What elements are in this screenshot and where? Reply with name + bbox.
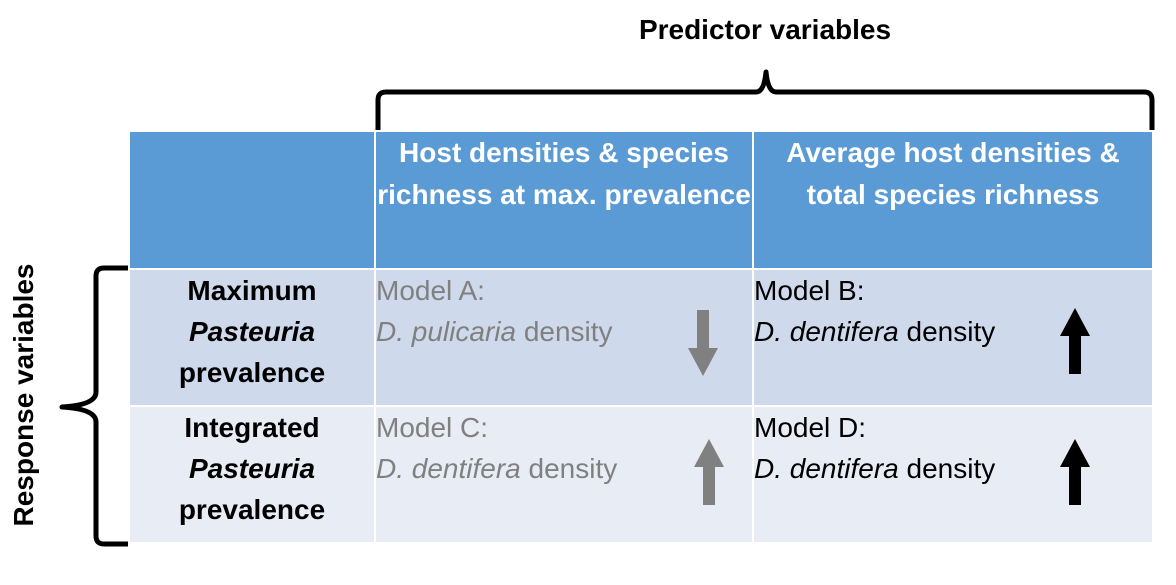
model-label: Model D: [754, 412, 867, 443]
arrow-up-icon [1060, 439, 1090, 505]
model-d-cell: Model D: D. dentifera density [752, 405, 1154, 544]
row-label-line: prevalence [178, 357, 326, 388]
species-name: D. dentifera [376, 453, 521, 484]
row-header-maximum: Maximum Pasteuria prevalence [128, 268, 376, 407]
description-suffix: density [898, 316, 996, 347]
model-description: D. pulicaria density [376, 311, 752, 352]
column-header-average: Average host densities & total species r… [752, 130, 1154, 270]
row-label-line: Pasteuria [188, 453, 316, 484]
predictor-variables-label: Predictor variables [638, 14, 892, 45]
arrow-down-icon [688, 310, 718, 376]
model-description: D. dentifera density [376, 448, 752, 489]
description-suffix: density [516, 316, 613, 347]
row-label-line: Integrated [184, 412, 320, 443]
row-header-integrated: Integrated Pasteuria prevalence [128, 405, 376, 544]
species-name: D. pulicaria [376, 316, 517, 347]
response-brace [59, 265, 128, 547]
model-a-cell: Model A: D. pulicaria density [374, 268, 754, 407]
predictor-brace [375, 69, 1155, 130]
response-variables-label: Response variables [8, 263, 39, 527]
row-label-line: Pasteuria [188, 316, 316, 347]
column-header-max-prevalence: Host densities & species richness at max… [374, 130, 754, 270]
description-suffix: density [520, 453, 618, 484]
model-description: D. dentifera density [754, 311, 1152, 352]
model-table: Host densities & species richness at max… [128, 130, 1154, 544]
header-corner [128, 130, 376, 270]
species-name: D. dentifera [754, 453, 899, 484]
model-c-cell: Model C: D. dentifera density [374, 405, 754, 544]
model-description: D. dentifera density [754, 448, 1152, 489]
row-label-line: Maximum [187, 275, 317, 306]
arrow-up-icon [1060, 308, 1090, 374]
species-name: D. dentifera [754, 316, 899, 347]
model-b-cell: Model B: D. dentifera density [752, 268, 1154, 407]
description-suffix: density [898, 453, 996, 484]
row-label-line: prevalence [178, 494, 326, 525]
model-label: Model B: [754, 275, 865, 306]
model-label: Model A: [376, 275, 485, 306]
model-label: Model C: [376, 412, 489, 443]
arrow-up-icon [694, 439, 724, 505]
